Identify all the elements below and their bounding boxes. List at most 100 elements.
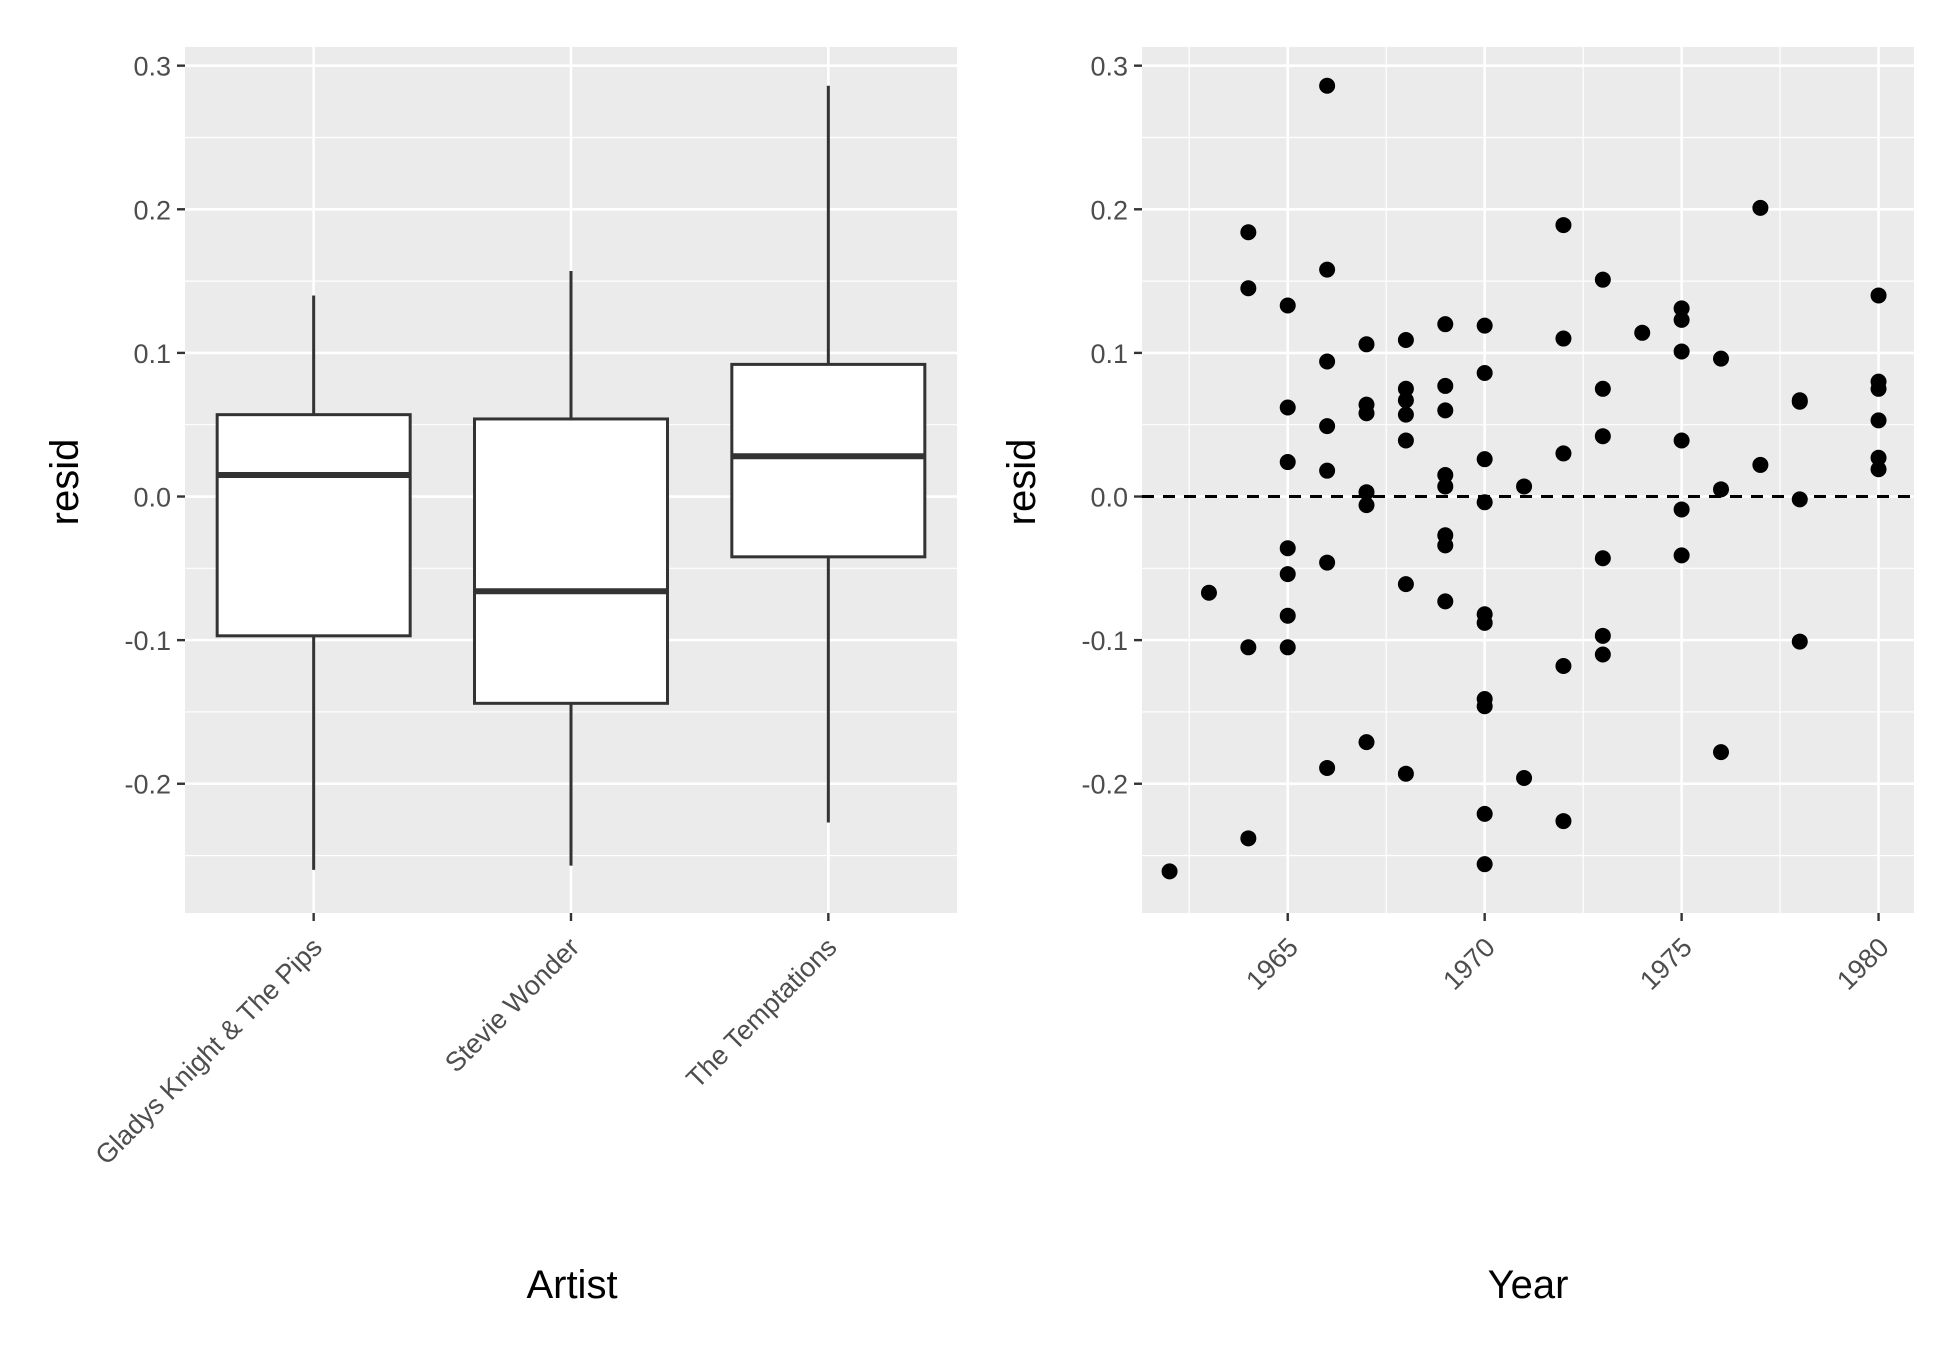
data-point bbox=[1752, 456, 1769, 473]
data-point bbox=[1358, 497, 1375, 514]
y-tick-label: -0.2 bbox=[1081, 770, 1128, 800]
data-point bbox=[1594, 646, 1611, 663]
x-tick-label: Stevie Wonder bbox=[439, 932, 585, 1078]
scatter-y-axis-title: resid bbox=[1000, 439, 1044, 526]
data-point bbox=[1673, 300, 1690, 317]
data-point bbox=[1476, 494, 1493, 511]
data-point bbox=[1437, 377, 1454, 394]
x-tick-label: 1965 bbox=[1240, 932, 1304, 996]
data-point bbox=[1516, 478, 1533, 495]
data-point bbox=[1319, 462, 1336, 479]
data-point bbox=[1200, 584, 1217, 601]
y-tick-label: 0.3 bbox=[1090, 52, 1128, 82]
data-point bbox=[1791, 393, 1808, 410]
data-point bbox=[1555, 657, 1572, 674]
data-point bbox=[1476, 698, 1493, 715]
data-point bbox=[1476, 805, 1493, 822]
data-point bbox=[1240, 280, 1257, 297]
data-point bbox=[1555, 813, 1572, 830]
box bbox=[215, 413, 412, 638]
data-point bbox=[1673, 432, 1690, 449]
x-tick-label: 1970 bbox=[1437, 932, 1501, 996]
data-point bbox=[1713, 481, 1729, 498]
data-point bbox=[1358, 734, 1375, 751]
data-point bbox=[1397, 432, 1414, 449]
data-point bbox=[1555, 445, 1572, 462]
data-point bbox=[1279, 566, 1296, 583]
data-point bbox=[1437, 478, 1454, 495]
data-point bbox=[1752, 199, 1769, 216]
data-point bbox=[1358, 336, 1375, 353]
data-point bbox=[1791, 633, 1808, 650]
data-point bbox=[1397, 765, 1414, 782]
data-point bbox=[1870, 380, 1887, 397]
x-tick-label: Gladys Knight & The Pips bbox=[89, 932, 327, 1170]
data-point bbox=[1397, 331, 1414, 348]
data-point bbox=[1673, 501, 1690, 518]
data-point bbox=[1476, 365, 1493, 382]
data-point bbox=[1870, 412, 1887, 429]
data-point bbox=[1240, 639, 1257, 656]
data-point bbox=[1319, 261, 1336, 278]
data-point bbox=[1397, 576, 1414, 593]
data-point bbox=[1870, 287, 1887, 304]
data-point bbox=[1594, 550, 1611, 567]
data-point bbox=[1437, 402, 1454, 419]
data-point bbox=[1673, 547, 1690, 564]
data-point bbox=[1240, 830, 1257, 847]
data-point bbox=[1673, 343, 1690, 360]
data-point bbox=[1319, 77, 1336, 94]
data-point bbox=[1476, 317, 1493, 334]
x-tick-label: 1980 bbox=[1831, 932, 1895, 996]
data-point bbox=[1358, 484, 1375, 501]
data-point bbox=[1870, 461, 1887, 478]
data-point bbox=[1279, 399, 1296, 416]
x-tick-label: The Temptations bbox=[681, 932, 843, 1094]
data-point bbox=[1240, 224, 1257, 241]
y-tick-label: 0.3 bbox=[133, 52, 171, 82]
data-point bbox=[1437, 316, 1454, 333]
scatter-marks bbox=[1142, 77, 1914, 880]
y-tick-label: -0.1 bbox=[1081, 626, 1128, 656]
boxplot-x-axis-title: Artist bbox=[526, 1263, 617, 1307]
boxplot-y-axis-title: resid bbox=[43, 439, 87, 526]
y-tick-label: 0.0 bbox=[1090, 483, 1128, 513]
data-point bbox=[1476, 614, 1493, 631]
data-point bbox=[1594, 428, 1611, 445]
scatter-panel: 0.3 0.2 0.1 0.0 -0.1 -0.2 1965 1970 1975 1980 Yea… bbox=[1000, 47, 1914, 1307]
data-point bbox=[1319, 554, 1336, 571]
data-point bbox=[1516, 770, 1533, 787]
data-point bbox=[1673, 311, 1690, 328]
data-point bbox=[1279, 297, 1296, 314]
box bbox=[730, 362, 927, 559]
y-tick-label: 0.2 bbox=[133, 195, 171, 225]
data-point bbox=[1397, 392, 1414, 409]
scatter-x-axis-title: Year bbox=[1488, 1263, 1569, 1307]
y-tick-label: 0.2 bbox=[1090, 195, 1128, 225]
data-point bbox=[1279, 639, 1296, 656]
data-point bbox=[1437, 537, 1454, 554]
data-point bbox=[1476, 451, 1493, 468]
data-point bbox=[1319, 418, 1336, 435]
data-point bbox=[1555, 330, 1572, 347]
data-point bbox=[1634, 324, 1651, 341]
data-point bbox=[1713, 744, 1729, 761]
boxplot-panel: 0.3 0.2 0.1 0.0 -0.1 -0.2 Gladys Knight & The … bbox=[43, 47, 957, 1307]
box bbox=[473, 417, 669, 705]
data-point bbox=[1319, 353, 1336, 370]
data-point bbox=[1594, 271, 1611, 288]
data-point bbox=[1279, 540, 1296, 557]
data-point bbox=[1397, 406, 1414, 423]
data-point bbox=[1279, 454, 1296, 471]
y-tick-label: -0.2 bbox=[124, 770, 171, 800]
data-point bbox=[1713, 350, 1729, 367]
x-tick-label: 1975 bbox=[1634, 932, 1698, 996]
data-point bbox=[1594, 627, 1611, 644]
data-point bbox=[1161, 863, 1178, 880]
data-point bbox=[1870, 449, 1887, 466]
y-tick-label: 0.1 bbox=[133, 339, 171, 369]
scatter-gridlines bbox=[1142, 47, 1914, 913]
data-point bbox=[1791, 491, 1808, 508]
y-tick-label: 0.1 bbox=[1090, 339, 1128, 369]
